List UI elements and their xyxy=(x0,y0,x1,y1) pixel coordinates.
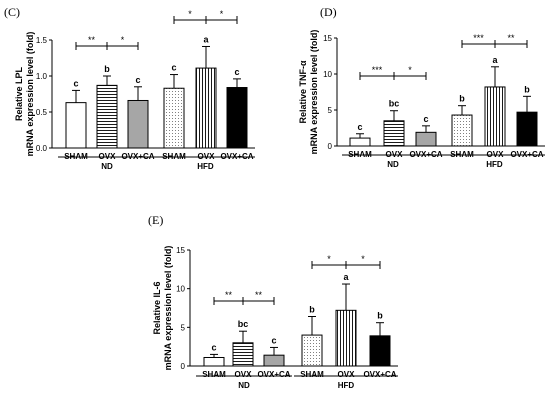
y-axis-label: Relative LPL xyxy=(14,66,24,121)
y-tick-label: 0.0 xyxy=(36,144,48,153)
significance-letter: c xyxy=(357,122,362,132)
panel-e: (E) 0 5 10 15 Relative IL-6 mRNA expression le… xyxy=(148,213,398,390)
significance-letter: bc xyxy=(238,319,249,329)
significance-stars: ** xyxy=(225,290,233,300)
significance-stars: * xyxy=(361,254,365,264)
bar-ovx-1 xyxy=(96,84,118,149)
panel-c: (C) 0.0 0.5 1.0 1.5 Relative LPL mRNA expressi… xyxy=(4,5,255,171)
bar-ovx-ca-5 xyxy=(369,335,391,367)
significance-letter: a xyxy=(203,34,209,44)
panel-label: (E) xyxy=(148,213,163,227)
y-axis-label: mRNA expression level (fold) xyxy=(163,246,173,371)
significance-letter: bc xyxy=(389,99,400,109)
significance-letter: b xyxy=(459,94,465,104)
significance-stars: *** xyxy=(372,65,383,75)
significance-letter: c xyxy=(423,114,428,124)
significance-letter: a xyxy=(343,272,349,282)
significance-letter: c xyxy=(271,335,276,345)
panel-label: (D) xyxy=(320,5,337,19)
category-label: SHAM xyxy=(300,370,324,379)
y-axis-label: mRNA expression level (fold) xyxy=(25,32,35,157)
bar-ovx-ca-2 xyxy=(263,354,285,367)
y-axis-label: Relative TNF-α xyxy=(298,60,308,124)
category-label: OVX+CA xyxy=(257,370,290,379)
group-label: ND xyxy=(238,381,250,390)
bar-sham-0 xyxy=(65,102,87,149)
y-axis-label: mRNA expression level (fold) xyxy=(309,30,319,155)
significance-letter: b xyxy=(309,305,315,315)
significance-letter: c xyxy=(171,63,176,73)
significance-stars: * xyxy=(121,35,125,45)
significance-letter: c xyxy=(234,67,239,77)
y-tick-label: 15 xyxy=(176,246,185,255)
y-axis-label: Relative IL-6 xyxy=(152,281,162,334)
bar-ovx-ca-5 xyxy=(226,87,248,149)
significance-stars: * xyxy=(408,65,412,75)
group-label: HFD xyxy=(197,162,214,171)
category-label: SHAM xyxy=(202,370,226,379)
bar-sham-3 xyxy=(301,334,323,367)
bar-ovx-1 xyxy=(383,120,405,147)
significance-letter: c xyxy=(135,75,140,85)
significance-stars: *** xyxy=(473,33,484,43)
bar-sham-0 xyxy=(203,356,225,367)
y-tick-label: 1.5 xyxy=(36,36,48,45)
y-tick-label: 0 xyxy=(181,362,186,371)
panel-label: (C) xyxy=(4,5,20,19)
significance-stars: * xyxy=(188,9,192,19)
category-label: OVX xyxy=(338,370,356,379)
significance-stars: * xyxy=(220,9,224,19)
significance-letter: b xyxy=(524,84,530,94)
significance-letter: a xyxy=(492,55,498,65)
y-tick-label: 0.5 xyxy=(36,108,48,117)
bar-sham-3 xyxy=(451,114,473,147)
significance-letter: c xyxy=(73,78,78,88)
significance-stars: * xyxy=(327,254,331,264)
significance-letter: c xyxy=(211,342,216,352)
bar-ovx-ca-2 xyxy=(415,131,437,147)
significance-letter: b xyxy=(377,311,383,321)
y-tick-label: 5 xyxy=(328,106,333,115)
group-label: HFD xyxy=(486,160,503,169)
group-label: ND xyxy=(101,162,113,171)
category-label: OVX+CA xyxy=(363,370,396,379)
significance-stars: ** xyxy=(255,290,263,300)
significance-letter: b xyxy=(104,64,110,74)
bar-sham-0 xyxy=(349,137,371,147)
y-tick-label: 15 xyxy=(323,34,332,43)
category-label: OVX xyxy=(235,370,253,379)
y-tick-label: 0 xyxy=(328,142,333,151)
bar-ovx-ca-2 xyxy=(127,99,149,149)
bar-ovx-4 xyxy=(335,309,357,367)
bar-ovx-1 xyxy=(232,342,254,367)
y-tick-label: 10 xyxy=(323,70,332,79)
y-tick-label: 5 xyxy=(181,323,186,332)
bar-ovx-4 xyxy=(195,67,217,149)
bar-sham-3 xyxy=(163,87,185,149)
significance-stars: ** xyxy=(507,33,515,43)
y-tick-label: 1.0 xyxy=(36,72,48,81)
panel-d: (D) 0 5 10 15 Relative TNF-α mRNA expression l… xyxy=(298,5,545,169)
bar-ovx-4 xyxy=(484,86,506,147)
group-label: HFD xyxy=(338,381,355,390)
y-tick-label: 10 xyxy=(176,285,185,294)
group-label: ND xyxy=(387,160,399,169)
significance-stars: ** xyxy=(88,35,96,45)
bar-ovx-ca-5 xyxy=(516,111,538,147)
